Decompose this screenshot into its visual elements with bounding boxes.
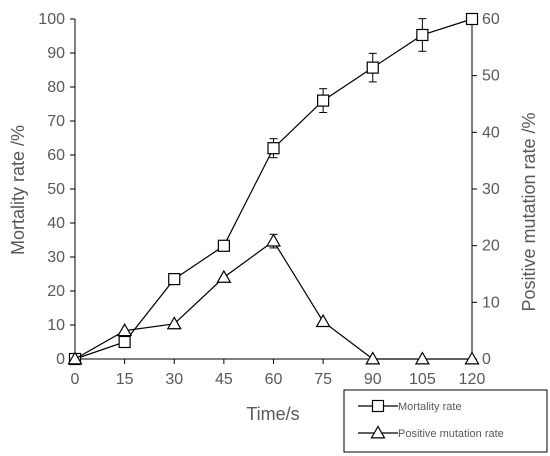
left-y-tick-label: 50 [47,181,65,198]
data-point-square [267,142,280,155]
x-axis-title: Time/s [246,404,299,424]
x-tick-label: 30 [165,371,183,388]
series-positive-mutation-rate [67,233,480,365]
data-point-triangle [117,322,133,337]
left-y-tick-label: 20 [47,283,65,300]
data-point-square [168,273,181,286]
x-tick-label: 90 [364,371,382,388]
series-line [74,240,472,360]
legend: Mortality rate Positive mutation rate [343,389,548,453]
data-point-triangle [414,351,430,365]
data-point-square [366,61,379,74]
data-point-square [217,239,230,252]
left-y-tick-label: 90 [47,45,65,62]
legend-box [343,389,548,453]
right-y-tick-label: 40 [482,124,500,141]
data-point-square [416,28,429,42]
data-point-triangle [166,316,182,330]
data-point-triangle [216,269,232,283]
right-y-tick-label: 10 [482,294,500,311]
axis-labels: Time/s Mortality rate /% Positive mutati… [8,112,539,424]
left-y-tick-label: 60 [47,147,65,164]
left-y-tick-label: 40 [47,215,65,232]
data-point-triangle [315,313,331,328]
left-y-tick-label: 10 [47,317,65,334]
data-point-square [118,335,131,349]
series-line [74,18,473,360]
left-y-tick-label: 100 [38,11,65,28]
x-tick-label: 60 [265,371,283,388]
series-layer [67,12,480,366]
data-point-triangle [365,351,381,365]
x-tick-label: 0 [71,371,80,388]
data-point-square [465,12,479,26]
left-y-tick-label: 70 [47,113,65,130]
right-y-tick-label: 0 [482,351,491,368]
legend-label: Mortality rate [398,401,462,413]
x-tick-label: 120 [459,371,486,388]
right-y-tick-label: 60 [482,11,500,28]
legend-entry: Mortality rate [358,399,462,413]
series-mortality-rate [68,12,479,366]
data-point-triangle [67,351,83,365]
left-axis-title: Mortality rate /% [8,125,28,255]
right-y-tick-label: 20 [482,238,500,255]
x-tick-label: 105 [409,371,436,388]
data-point-triangle [265,233,282,247]
right-y-tick-label: 50 [482,68,500,85]
left-y-tick-label: 80 [47,79,65,96]
legend-label: Positive mutation rate [398,428,504,440]
right-axis-title: Positive mutation rate /% [519,112,539,311]
axes: 0 15 30 45 60 75 90 105 120 0 10 20 30 40 50 60 70 80 90 10… [38,11,500,388]
x-tick-label: 15 [116,371,134,388]
right-y-tick-label: 30 [482,181,500,198]
x-tick-label: 75 [314,371,332,388]
x-tick-label: 45 [215,371,233,388]
legend-triangle-marker [370,425,386,439]
legend-square-marker [371,399,385,413]
data-point-triangle [464,351,480,365]
left-y-tick-label: 0 [56,351,65,368]
left-y-tick-label: 30 [47,249,65,266]
data-point-square [317,94,330,107]
legend-entry: Positive mutation rate [358,425,504,440]
